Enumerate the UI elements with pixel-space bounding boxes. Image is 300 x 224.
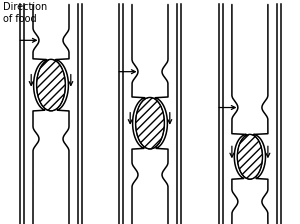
Ellipse shape xyxy=(237,134,262,179)
Ellipse shape xyxy=(37,59,65,111)
Text: Direction
of food: Direction of food xyxy=(3,2,47,24)
Ellipse shape xyxy=(136,97,164,149)
